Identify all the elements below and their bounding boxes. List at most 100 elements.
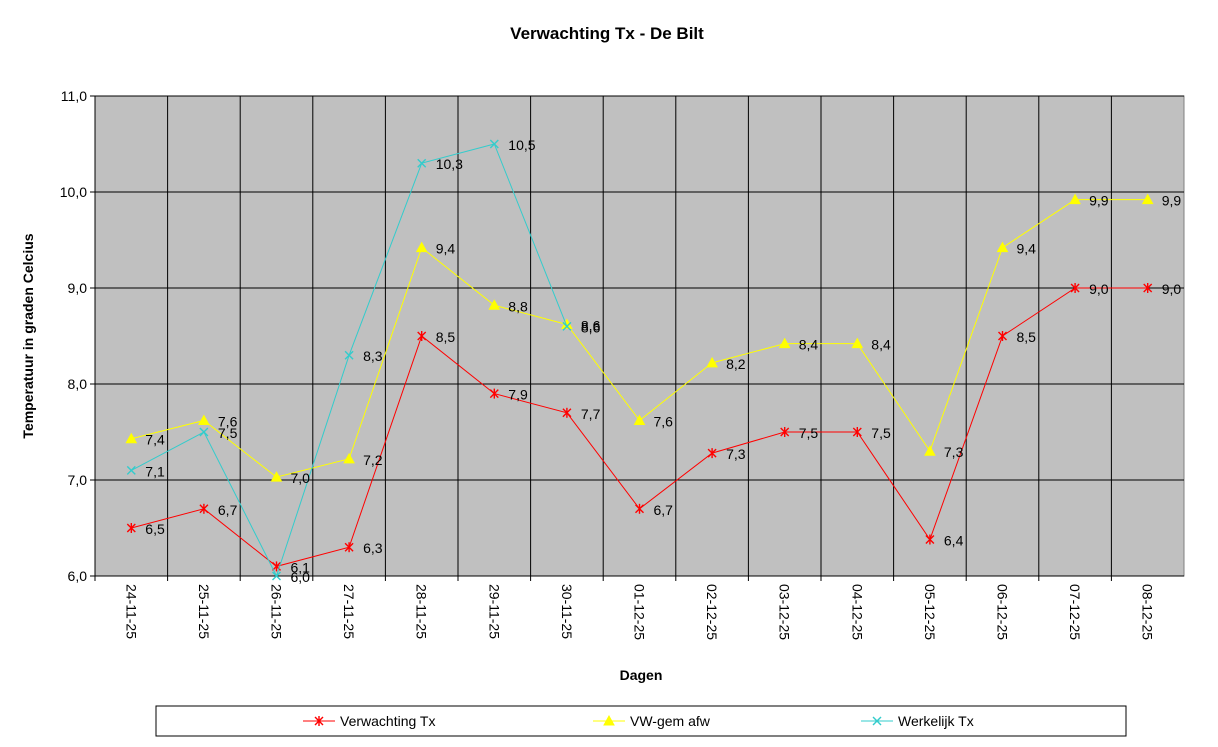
x-tick-label: 06-12-25: [995, 584, 1011, 640]
x-marker: [199, 427, 209, 437]
data-label: 8,4: [871, 337, 891, 353]
asterisk-marker: [635, 503, 644, 514]
asterisk-marker: [562, 407, 572, 418]
x-tick-label: 03-12-25: [777, 584, 793, 640]
data-label: 8,4: [799, 337, 819, 353]
triangle-marker: [125, 432, 138, 444]
data-label: 9,9: [1089, 193, 1109, 209]
triangle-marker: [778, 337, 791, 349]
asterisk-marker: [998, 331, 1007, 341]
data-label: 7,3: [726, 446, 746, 462]
asterisk-marker: [314, 716, 324, 726]
chart-title: Verwachting Tx - De Bilt: [510, 24, 704, 43]
x-tick-label: 30-11-25: [559, 584, 575, 639]
axes: 6,0 7,0 8,0 9,0 10,0 11,0 24-11-25 25-11-25 26-1…: [60, 88, 1184, 640]
data-label: 7,3: [944, 444, 964, 460]
y-tick-label: 9,0: [68, 280, 88, 296]
legend-label: Werkelijk Tx: [898, 713, 974, 729]
data-label: 8,6: [581, 317, 601, 333]
asterisk-marker: [1143, 283, 1153, 293]
triangle-marker: [488, 299, 501, 310]
x-marker: [126, 465, 136, 475]
x-tick-label: 08-12-25: [1140, 584, 1156, 640]
data-label: 7,5: [218, 425, 238, 441]
x-tick-label: 02-12-25: [704, 584, 720, 640]
data-label: 7,0: [291, 470, 311, 486]
asterisk-marker: [199, 503, 209, 514]
data-label: 6,3: [363, 540, 383, 556]
x-tick-label: 28-11-25: [414, 584, 430, 639]
asterisk-marker: [417, 331, 427, 341]
data-label: 6,7: [218, 502, 238, 518]
x-tick-label: 26-11-25: [269, 584, 285, 639]
x-tick-label: 05-12-25: [922, 584, 938, 640]
x-tick-label: 25-11-25: [196, 584, 212, 639]
data-label: 6,7: [654, 502, 674, 518]
data-label: 9,4: [1017, 241, 1037, 257]
asterisk-marker: [489, 388, 499, 399]
x-marker: [417, 158, 427, 168]
data-label: 7,5: [871, 425, 891, 441]
data-label: 8,5: [436, 329, 456, 345]
asterisk-marker: [780, 427, 790, 437]
x-tick-label: 04-12-25: [849, 584, 865, 640]
x-tick-label: 01-12-25: [632, 584, 648, 640]
y-tick-label: 11,0: [61, 88, 87, 104]
asterisk-marker: [852, 427, 862, 437]
y-axis-title: Temperatuur in graden Celcius: [20, 233, 36, 438]
asterisk-marker: [126, 523, 136, 533]
y-tick-label: 7,0: [68, 472, 88, 488]
triangle-marker: [633, 414, 646, 425]
legend-label: VW-gem afw: [630, 713, 711, 729]
triangle-marker: [270, 471, 283, 482]
x-marker: [872, 716, 882, 726]
triangle-marker: [198, 414, 210, 425]
data-label: 8,6: [581, 319, 601, 335]
x-tick-label: 24-11-25: [123, 584, 139, 639]
asterisk-marker: [344, 542, 354, 553]
x-marker: [344, 350, 354, 360]
legend-label: Verwachting Tx: [340, 713, 435, 729]
data-label: 8,3: [363, 348, 383, 364]
data-label: 7,6: [218, 413, 238, 429]
data-label: 6,0: [291, 569, 311, 585]
data-label: 9,9: [1162, 193, 1182, 209]
triangle-marker: [343, 452, 355, 464]
legend: Verwachting Tx VW-gem afw Werkelijk Tx: [303, 713, 974, 729]
data-label: 10,5: [508, 137, 535, 153]
data-label: 6,5: [145, 521, 165, 537]
x-tick-label: 29-11-25: [486, 584, 502, 639]
asterisk-marker: [707, 448, 717, 459]
data-label: 9,0: [1162, 281, 1182, 297]
data-label: 9,0: [1089, 281, 1109, 297]
data-label: 7,7: [581, 406, 601, 422]
data-label: 6,4: [944, 533, 964, 549]
triangle-marker: [603, 714, 615, 726]
triangle-marker: [924, 445, 936, 456]
x-tick-label: 27-11-25: [341, 584, 357, 639]
data-label: 9,4: [436, 241, 456, 257]
data-label: 7,6: [654, 413, 674, 429]
x-axis-title: Dagen: [620, 667, 663, 683]
data-label: 8,2: [726, 356, 746, 372]
x-marker: [272, 571, 281, 581]
triangle-marker: [706, 356, 718, 368]
asterisk-marker: [1070, 283, 1080, 293]
x-marker: [562, 321, 572, 331]
series-layer: [125, 139, 1154, 581]
data-label: 7,2: [363, 452, 383, 468]
triangle-marker: [996, 241, 1009, 253]
data-label: 7,5: [799, 425, 819, 441]
y-tick-label: 6,0: [68, 568, 88, 584]
data-label: 10,3: [436, 156, 463, 172]
y-tick-label: 10,0: [60, 184, 87, 200]
triangle-marker: [1069, 193, 1081, 205]
x-tick-label: 07-12-25: [1067, 584, 1083, 640]
asterisk-marker: [925, 534, 935, 545]
data-label: 8,8: [508, 298, 528, 314]
data-label: 7,9: [508, 387, 528, 403]
x-marker: [489, 139, 499, 149]
triangle-marker: [415, 241, 428, 253]
data-labels: 6,5 6,7 6,1 6,3 8,5 7,9 7,7 6,7 7,3 7,5 7,5 6,4 8,5 9…: [145, 137, 1181, 585]
